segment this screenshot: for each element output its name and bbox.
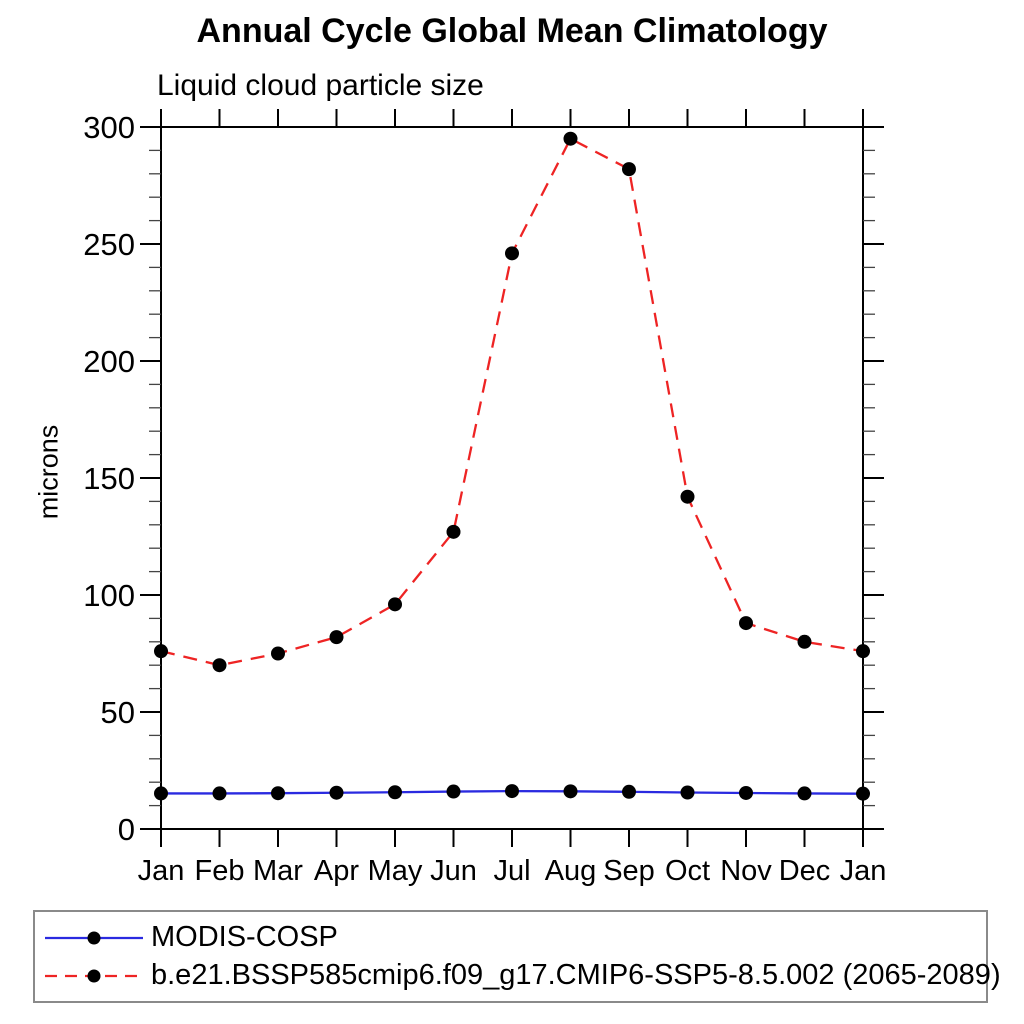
data-point [563, 784, 578, 799]
data-point [797, 786, 812, 801]
data-point [388, 597, 402, 612]
x-tick-label: Aug [545, 855, 597, 887]
x-tick-label: Mar [253, 855, 303, 887]
data-point [622, 784, 636, 799]
data-point [446, 524, 461, 539]
data-point [212, 786, 227, 801]
x-tick-label: Jan [138, 855, 185, 887]
data-point [680, 785, 695, 800]
x-tick-label: Oct [665, 855, 710, 887]
x-tick-label: Apr [314, 855, 359, 887]
x-tick-label: Nov [720, 855, 772, 887]
series-line-1 [160, 137, 864, 667]
data-point [856, 786, 870, 801]
data-point [154, 786, 168, 801]
chart-title: Annual Cycle Global Mean Climatology [196, 12, 828, 50]
x-tick-label: Jun [430, 855, 477, 887]
legend-sample-marker [87, 931, 101, 944]
y-tick-label: 100 [83, 578, 135, 613]
y-tick-label: 300 [83, 110, 135, 145]
legend-sample-marker [87, 969, 101, 982]
chart-subtitle: Liquid cloud particle size [157, 69, 484, 102]
data-point [739, 616, 753, 631]
x-tick-label: Feb [195, 855, 245, 887]
legend-entry-model-run: b.e21.BSSP585cmip6.f09_g17.CMIP6-SSP5-8.… [39, 957, 1001, 995]
data-point [505, 784, 519, 799]
x-tick-label: Sep [603, 855, 655, 887]
data-point [797, 634, 812, 649]
legend-label-modis-cosp: MODIS-COSP [151, 921, 338, 953]
plot-area: 0 50 100 150 200 250 300 Jan Feb Mar Apr May Jun Jul A… [83, 109, 887, 887]
data-point [271, 646, 285, 661]
data-point [271, 786, 285, 801]
data-point [154, 644, 168, 659]
x-tick-label: Dec [779, 855, 831, 887]
plot-box [160, 126, 864, 830]
data-point [388, 785, 402, 800]
legend-entry-modis-cosp: MODIS-COSP [39, 919, 986, 957]
legend-box: MODIS-COSP b.e21.BSSP585cmip6.f09_g17.CM… [33, 910, 1001, 1003]
data-point [856, 644, 870, 659]
data-point [622, 162, 636, 177]
data-point [329, 630, 344, 645]
data-point [329, 785, 344, 800]
y-tick-label: 250 [83, 227, 135, 262]
data-point [739, 785, 753, 800]
y-tick-label: 50 [101, 695, 135, 730]
legend-label-model-run: b.e21.BSSP585cmip6.f09_g17.CMIP6-SSP5-8.… [151, 959, 1001, 991]
data-point [680, 489, 695, 504]
x-tick-label: May [368, 855, 423, 887]
y-tick-label: 0 [118, 812, 135, 847]
data-point [212, 658, 227, 673]
legend-line-sample-solid [45, 931, 143, 944]
y-tick-label: 200 [83, 344, 135, 379]
y-tick-label: 150 [83, 461, 135, 496]
data-point [505, 246, 519, 261]
legend-line-sample-dashed [45, 969, 143, 982]
x-tick-label: Jan [840, 855, 887, 887]
data-point [446, 784, 461, 799]
data-point [563, 131, 578, 146]
x-tick-label: Jul [493, 855, 530, 887]
